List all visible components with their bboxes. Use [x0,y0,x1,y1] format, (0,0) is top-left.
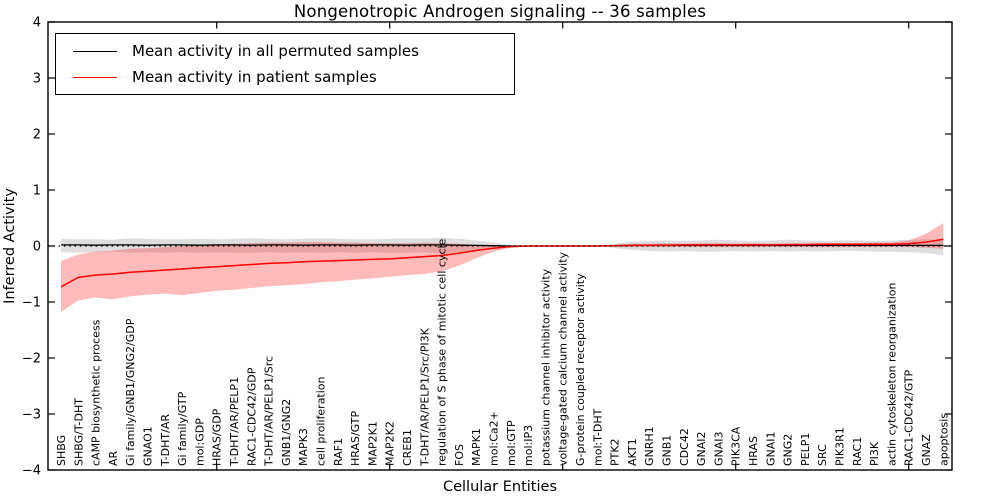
y-tick-label: −3 [22,408,41,423]
x-category-label: potassium channel inhibitor activity [539,268,552,466]
x-category-label: MAPK3 [297,428,310,466]
y-tick-label: 0 [33,240,41,255]
y-tick-label: −4 [22,464,41,479]
x-axis [216,22,910,470]
legend-item-patient: Mean activity in patient samples [56,68,514,86]
x-category-label: cAMP biosynthetic process [90,319,103,466]
x-category-label: MAP2K2 [384,421,397,466]
x-category-label: PIK3R1 [834,427,847,466]
x-category-label: GNB1 [661,435,674,466]
x-category-label: regulation of S phase of mitotic cell cy… [436,238,449,466]
x-category-label: RAC1-CDC42/GTP [903,369,916,466]
x-category-label: apoptosis [937,413,950,466]
y-tick-label: 4 [33,16,41,31]
x-category-label: GNAZ [920,434,933,466]
x-category-label: actin cytoskeleton reorganization [885,282,898,466]
x-category-label: PELP1 [799,433,812,466]
y-tick-label: 2 [33,128,41,143]
x-axis-label: Cellular Entities [443,479,557,495]
y-tick-label: 1 [33,184,41,199]
x-category-label: GNAO1 [142,426,155,466]
x-category-label: MAP2K1 [366,421,379,466]
x-category-label: voltage-gated calcium channel activity [557,251,570,466]
x-category-label: CREB1 [401,429,414,466]
y-tick-label: −1 [22,296,41,311]
x-category-label: PTK2 [609,438,622,466]
x-category-label: Gi family/GNB1/GNG2/GDP [124,318,137,466]
x-category-label: cell proliferation [315,376,328,466]
x-category-label: T-DHT/AR/PELP1 [228,377,241,467]
x-category-label: T-DHT/AR/PELP1/Src/PI3K [418,327,431,467]
y-tick-label: 3 [33,72,41,87]
x-category-labels: SHBG SHBG/T-DHT cAMP biosynthetic process A… [55,238,950,467]
x-category-label: AR [107,450,120,466]
x-category-label: RAC1 [851,437,864,466]
x-category-label: mol:T-DHT [591,408,604,466]
x-category-label: G-protein coupled receptor activity [574,273,587,466]
x-category-label: mol:GDP [193,418,206,466]
x-category-label: HRAS/GTP [349,410,362,466]
x-category-label: SRC [816,444,829,466]
patient-mean-line [60,238,944,288]
x-category-label: GNRH1 [643,426,656,466]
x-category-label: GNAI1 [764,431,777,466]
x-category-label: MAPK1 [470,428,483,466]
x-category-label: mol:Ca2+ [488,411,501,466]
x-category-label: PIK3CA [730,426,743,466]
x-category-label: T-DHT/AR/PELP1/Src [263,356,276,467]
y-axis: −4 −3 −2 −1 0 1 2 3 4 [22,16,952,479]
legend-item-permuted: Mean activity in all permuted samples [56,42,514,60]
x-category-label: GNB1/GNG2 [280,399,293,466]
x-category-label: RAF1 [332,438,345,466]
y-axis-label: Inferred Activity [2,188,18,304]
x-category-label: mol:IP3 [522,425,535,466]
x-category-label: FOS [453,444,466,466]
permuted-line-swatch [73,50,117,52]
legend-label-patient: Mean activity in patient samples [132,68,377,86]
x-category-label: RAC1-CDC42/GDP [245,367,258,466]
patient-line-swatch [73,76,117,78]
x-category-label: mol:GTP [505,420,518,466]
x-category-label: SHBG [55,435,68,466]
x-category-label: GNG2 [782,434,795,466]
x-category-label: GNAI2 [695,431,708,466]
x-category-label: CDC42 [678,428,691,466]
y-tick-label: −2 [22,352,41,367]
x-category-label: PI3K [868,441,881,466]
x-category-label: SHBG/T-DHT [72,398,85,466]
legend-box: Mean activity in all permuted samples Me… [55,33,515,95]
x-category-label: AKT1 [626,438,639,466]
legend-label-permuted: Mean activity in all permuted samples [132,42,419,60]
x-category-label: HRAS/GDP [211,408,224,466]
chart-title: Nongenotropic Androgen signaling -- 36 s… [293,2,707,21]
x-category-label: GNAI3 [712,431,725,466]
x-category-label: T-DHT/AR [159,414,172,467]
x-category-label: HRAS [747,436,760,466]
x-category-label: Gi family/GTP [176,391,189,466]
